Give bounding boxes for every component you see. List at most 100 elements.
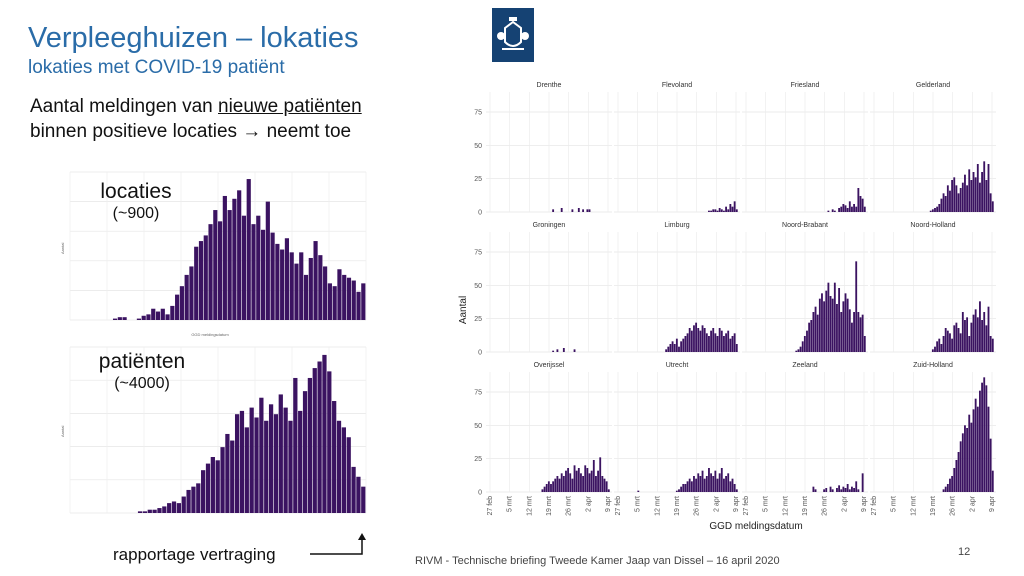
bar (731, 478, 734, 492)
panel-title: Utrecht (666, 362, 689, 369)
bar (846, 298, 849, 352)
bar (157, 508, 162, 513)
bar (966, 317, 969, 352)
bar (823, 301, 826, 352)
bar (162, 506, 167, 513)
bar (313, 241, 318, 320)
bar (586, 468, 589, 492)
x-tick-label: 2 apr (713, 495, 720, 512)
x-tick-label: 27 feb (487, 496, 494, 516)
bar (210, 457, 215, 513)
bar (983, 377, 986, 492)
bar (246, 179, 251, 320)
bar (961, 312, 964, 352)
panel-title: Zuid-Holland (913, 362, 953, 369)
lead-line-2: binnen positieve locaties → neemt toe (30, 121, 352, 142)
panel-title: Noord-Holland (910, 222, 955, 229)
bar (976, 317, 979, 352)
bar (141, 315, 146, 320)
bar (239, 410, 245, 513)
bar (951, 338, 954, 352)
bar (136, 318, 142, 320)
bar (976, 164, 979, 212)
bar (979, 182, 981, 212)
bar (675, 338, 678, 352)
bar (827, 210, 830, 212)
bar (829, 296, 832, 352)
panel-title: Drenthe (537, 82, 562, 89)
bar (979, 390, 981, 492)
bar (712, 476, 715, 492)
bar (565, 470, 567, 492)
bar (332, 401, 337, 513)
bar (701, 325, 704, 352)
bar (725, 206, 727, 212)
province-panel: Friesland (742, 82, 868, 213)
bar (302, 391, 308, 513)
bar (708, 210, 710, 212)
bar (203, 235, 208, 320)
bar (552, 481, 555, 492)
bar (985, 325, 988, 352)
bar (308, 257, 313, 320)
page-number: 12 (958, 546, 971, 558)
slide-subtitle: lokaties met COVID-19 patiënt (28, 57, 285, 78)
bar (968, 169, 971, 212)
bar (723, 336, 725, 352)
bar (987, 306, 990, 352)
bar (194, 246, 199, 320)
bar (680, 341, 683, 352)
bar (795, 350, 798, 352)
bar (208, 224, 213, 320)
bar (821, 293, 823, 352)
bar (970, 322, 973, 352)
bar (957, 328, 960, 352)
bar (735, 489, 738, 492)
bar (597, 470, 599, 492)
bar (222, 195, 227, 320)
bar (562, 476, 565, 492)
bar (601, 476, 604, 492)
bar (857, 188, 860, 212)
bar (232, 198, 237, 320)
bar (844, 293, 847, 352)
bar (705, 476, 708, 492)
bar (840, 206, 843, 212)
bar (220, 447, 225, 513)
bar (686, 481, 689, 492)
bar (812, 486, 815, 492)
bar (944, 196, 947, 212)
bar (673, 344, 676, 352)
bar (201, 470, 206, 513)
panel-title: Limburg (664, 222, 689, 229)
bar (682, 338, 685, 352)
bar (733, 484, 736, 492)
bar (848, 201, 851, 212)
bar (341, 427, 346, 513)
bar (580, 473, 582, 492)
bar (831, 209, 834, 212)
locaties-chart: Aantal GGD meldingsdatum (60, 168, 370, 338)
bar (710, 210, 713, 212)
bar (985, 385, 988, 492)
bar (735, 209, 738, 212)
bar (716, 336, 719, 352)
bar (218, 221, 223, 320)
bar (944, 328, 947, 352)
bar (699, 330, 702, 352)
x-tick-label: 27 feb (743, 496, 750, 516)
bar (735, 344, 738, 352)
locaties-ylabel: Aantal (60, 243, 65, 254)
bar (712, 209, 715, 212)
bar (940, 198, 943, 212)
bar (955, 185, 958, 212)
bar (249, 407, 254, 513)
bar (671, 341, 674, 352)
bar (861, 314, 864, 352)
bar (733, 333, 736, 352)
bar (857, 312, 860, 352)
bar (547, 481, 550, 492)
bar (112, 318, 118, 320)
bar (936, 341, 939, 352)
bar (863, 206, 866, 212)
